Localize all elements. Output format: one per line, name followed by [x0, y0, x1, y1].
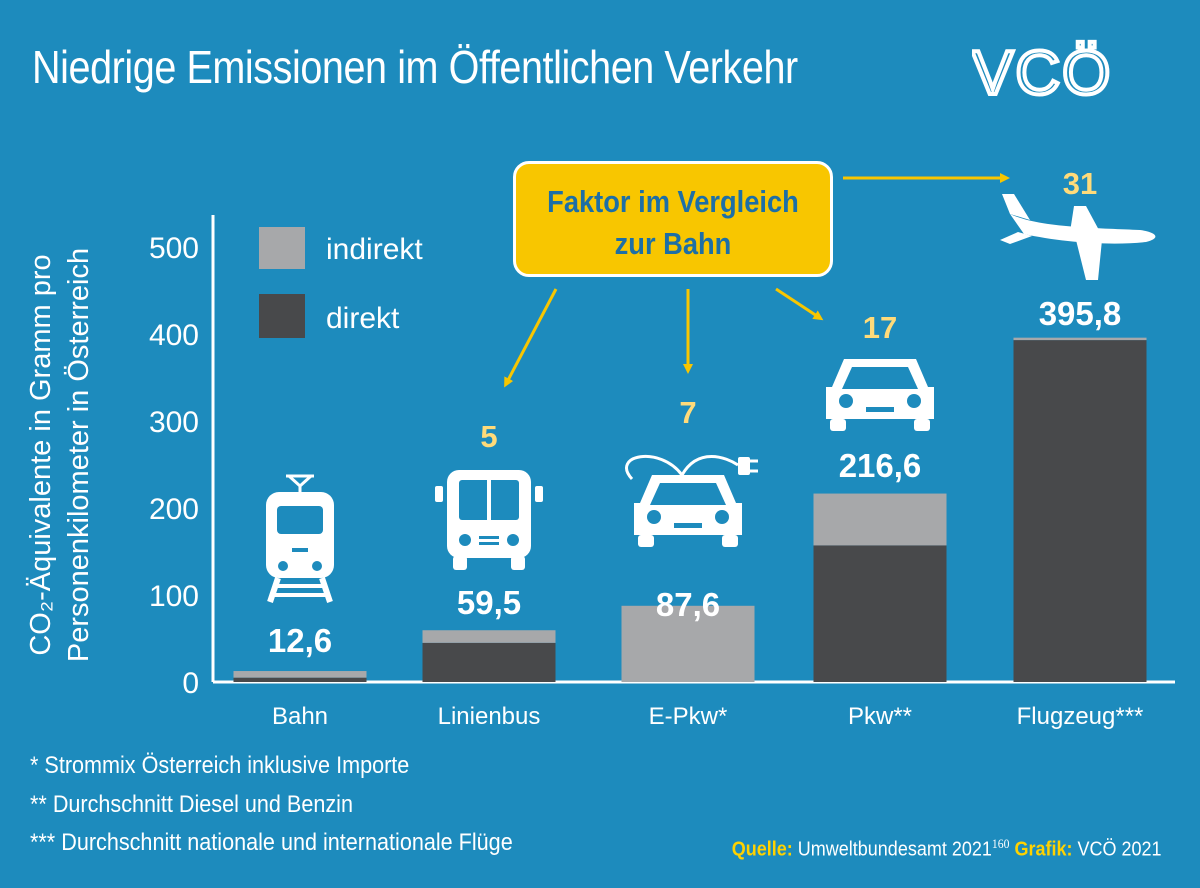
- footnote-1: * Strommix Österreich inklusive Importe: [30, 752, 410, 779]
- total-value-label: 395,8: [1039, 295, 1122, 332]
- x-tick-label: Flugzeug***: [1017, 703, 1144, 730]
- chart-labels: 12,6 59,5 87,6 216,6 395,8 5 7 17 31: [268, 166, 1121, 659]
- vco-logo-text: VCÖ: [972, 39, 1112, 108]
- y-tick-label: 400: [149, 319, 199, 352]
- arrow-to-linienbus: [504, 288, 558, 388]
- footnote-3: *** Durchschnitt nationale und internati…: [30, 829, 513, 856]
- grafik-label: Grafik:: [1014, 838, 1073, 861]
- total-value-label: 87,6: [656, 586, 720, 623]
- bar-direkt: [233, 677, 367, 682]
- arrow-to-pkw: [775, 287, 824, 321]
- car-icon: [826, 359, 934, 431]
- y-tick-label: 0: [182, 667, 199, 700]
- footnote-2: ** Durchschnitt Diesel und Benzin: [30, 791, 353, 818]
- bus-icon: [435, 470, 543, 570]
- factor-label: 31: [1063, 166, 1097, 201]
- factor-arrows: [504, 173, 1010, 388]
- bar-indirekt: [1013, 337, 1147, 341]
- y-tick-label: 500: [149, 232, 199, 265]
- bar-direkt: [813, 545, 947, 682]
- y-tick-label: 100: [149, 580, 199, 613]
- legend-label-indirekt: indirekt: [326, 233, 423, 266]
- source-text: Umweltbundesamt 2021: [798, 838, 993, 861]
- y-tick-label: 200: [149, 493, 199, 526]
- chart-legend: indirekt direkt: [259, 227, 423, 338]
- tram-icon: [266, 474, 334, 603]
- total-value-label: 59,5: [457, 584, 521, 621]
- electric-car-icon: [625, 454, 758, 547]
- chart-bars: [233, 337, 1147, 682]
- bar-indirekt: [422, 630, 556, 643]
- factor-label: 17: [863, 310, 897, 345]
- bar-indirekt: [233, 671, 367, 678]
- callout-text: Faktor im Vergleich zur Bahn: [535, 181, 811, 265]
- total-value-label: 12,6: [268, 622, 332, 659]
- grafik-text: VCÖ 2021: [1077, 838, 1162, 861]
- factor-callout: Faktor im Vergleich zur Bahn: [513, 161, 833, 277]
- factor-label: 5: [480, 419, 497, 454]
- bar-direkt: [422, 642, 556, 682]
- total-value-label: 216,6: [839, 447, 922, 484]
- x-tick-label: E-Pkw*: [649, 703, 728, 730]
- source-ref: 160: [992, 836, 1010, 851]
- callout-line1: Faktor im Vergleich: [547, 184, 799, 219]
- x-tick-label: Linienbus: [438, 703, 541, 730]
- chart-title: Niedrige Emissionen im Öffentlichen Verk…: [32, 41, 798, 93]
- chart-axes: 0 100 200 300 400 500 Bahn Linienbus E-Pkw* Pkw**…: [149, 215, 1175, 730]
- airplane-icon: [1000, 194, 1156, 280]
- bar-direkt: [1013, 340, 1147, 682]
- legend-swatch-direkt: [259, 294, 305, 338]
- source-line: Quelle: Umweltbundesamt 2021160 Grafik: …: [732, 836, 1162, 862]
- legend-swatch-indirekt: [259, 227, 305, 269]
- x-tick-label: Pkw**: [848, 703, 912, 730]
- bar-indirekt: [813, 493, 947, 546]
- factor-label: 7: [679, 395, 696, 430]
- bar-indirekt: [621, 605, 755, 682]
- callout-line2: zur Bahn: [614, 226, 732, 261]
- source-label: Quelle:: [732, 838, 794, 861]
- vco-logo: VCÖ: [972, 38, 1112, 108]
- legend-label-direkt: direkt: [326, 302, 400, 335]
- x-tick-label: Bahn: [272, 703, 328, 730]
- y-tick-label: 300: [149, 406, 199, 439]
